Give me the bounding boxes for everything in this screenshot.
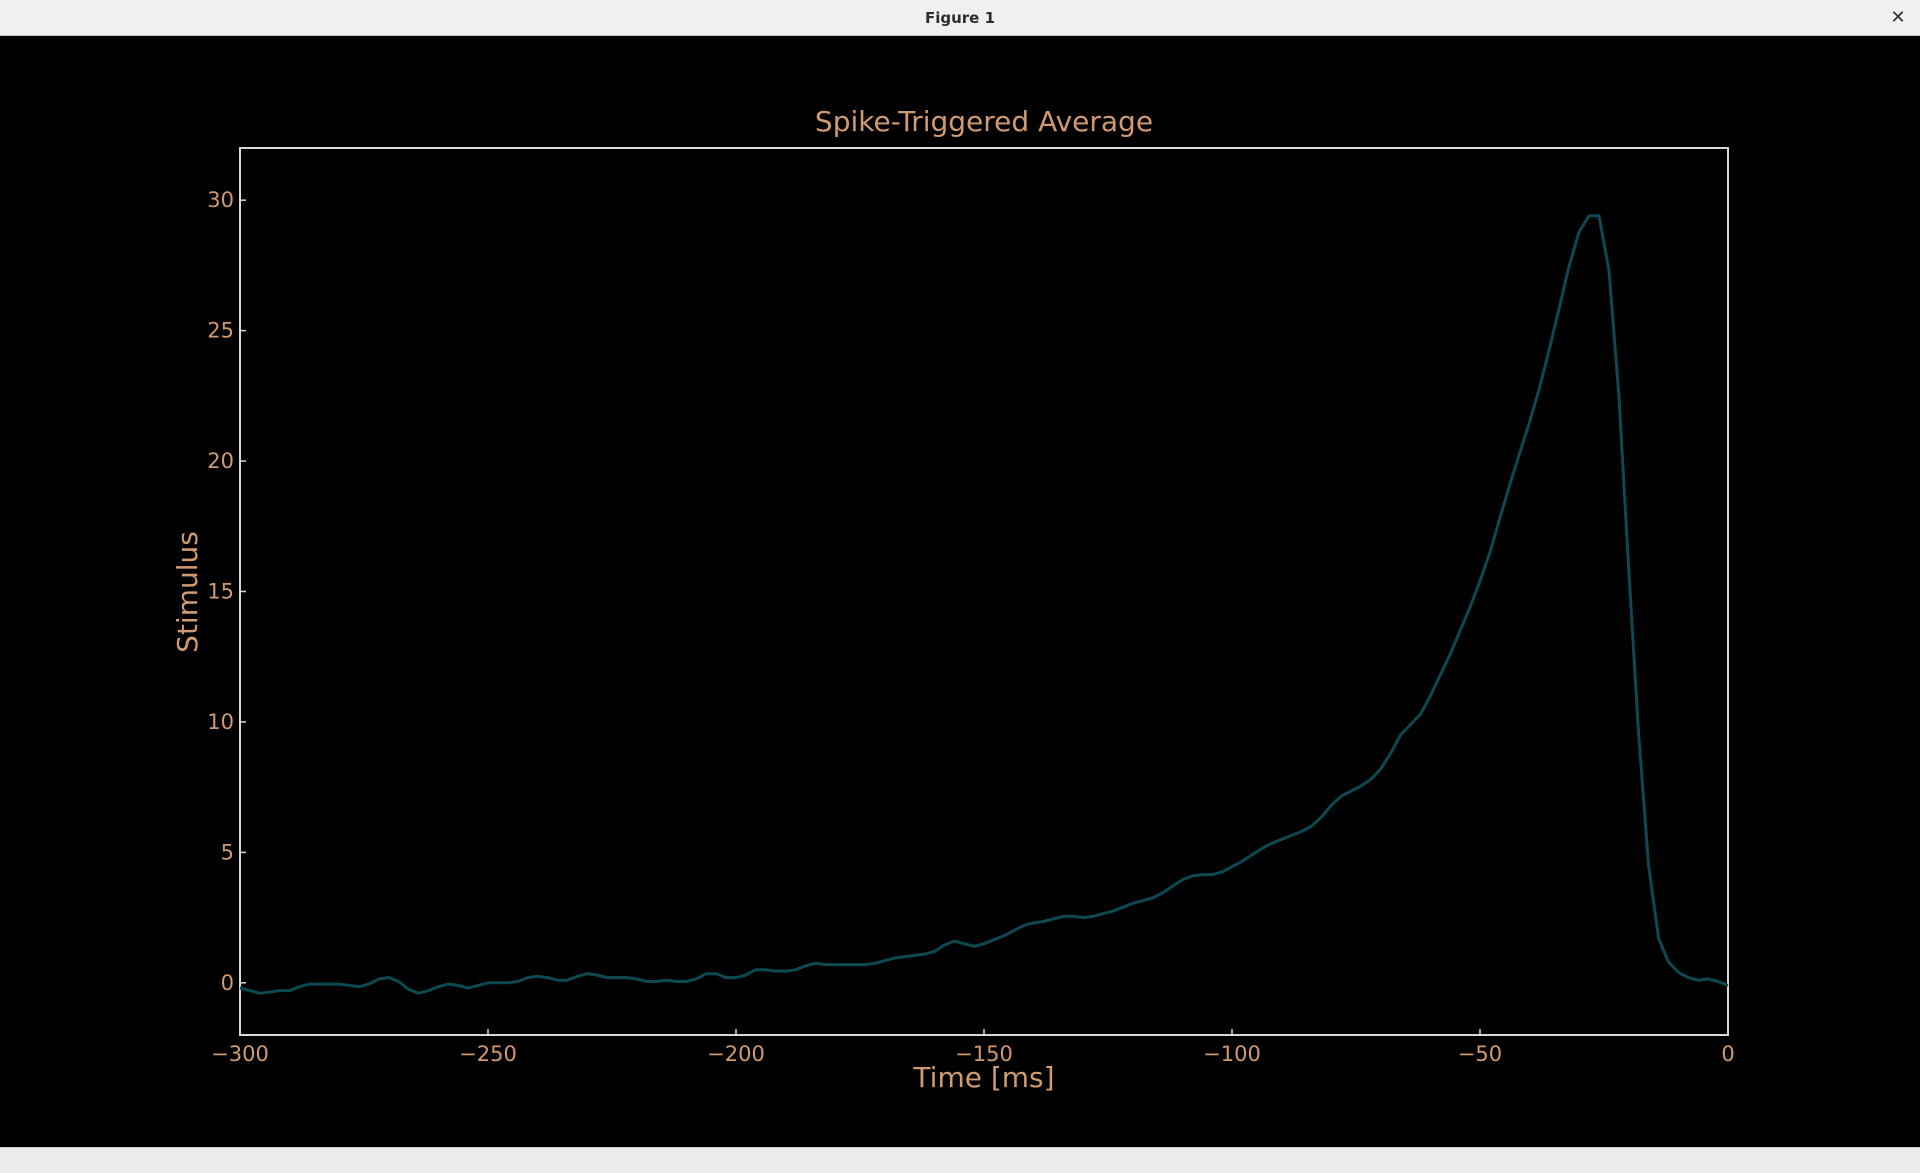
y-tick-label: 20	[207, 449, 234, 473]
x-ticks: −300 −250 −200 −150 −100 −50 0	[211, 1029, 1735, 1066]
y-tick-label: 0	[221, 971, 234, 995]
y-axis-label: Stimulus	[171, 531, 204, 653]
y-tick-label: 25	[207, 319, 234, 343]
x-tick-label: −150	[955, 1042, 1013, 1066]
series-line	[239, 214, 1729, 995]
y-tick-label: 15	[207, 580, 234, 604]
close-icon[interactable]: ✕	[1890, 7, 1906, 28]
y-ticks: 0 5 10 15 20 25 30	[207, 188, 246, 995]
x-tick-label: 0	[1721, 1042, 1734, 1066]
axes-frame	[239, 147, 1729, 1036]
chart-title: Spike-Triggered Average	[815, 105, 1153, 138]
line-chart: Spike-Triggered Average −300 −250 −200 −150…	[171, 105, 1735, 1094]
x-axis-label: Time [ms]	[912, 1061, 1054, 1094]
window-titlebar: Figure 1 ✕	[0, 0, 1920, 36]
figure-canvas: Spike-Triggered Average −300 −250 −200 −150…	[0, 36, 1920, 1147]
y-tick-label: 5	[221, 840, 234, 864]
x-tick-label: −100	[1203, 1042, 1261, 1066]
window-title: Figure 1	[924, 9, 996, 27]
status-bar	[0, 1147, 1920, 1173]
x-tick-label: −300	[211, 1042, 269, 1066]
y-tick-label: 30	[207, 188, 234, 212]
x-tick-label: −250	[459, 1042, 517, 1066]
x-tick-label: −200	[707, 1042, 765, 1066]
x-tick-label: −50	[1458, 1042, 1502, 1066]
y-tick-label: 10	[207, 710, 234, 734]
